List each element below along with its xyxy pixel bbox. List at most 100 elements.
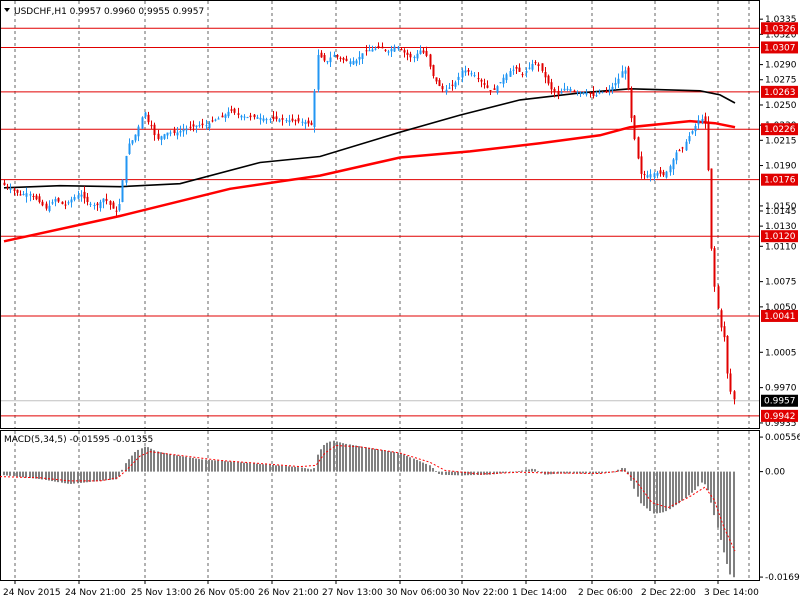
macd-histogram-bar xyxy=(105,471,107,481)
macd-histogram-bar xyxy=(726,471,728,564)
candle-body xyxy=(291,118,294,121)
macd-histogram-bar xyxy=(374,448,376,472)
candle-body xyxy=(681,147,684,149)
candle-body xyxy=(227,111,230,117)
candle-body xyxy=(630,88,633,119)
candle-body xyxy=(125,155,128,183)
candle-body xyxy=(697,120,700,125)
support-resistance-lines xyxy=(1,27,759,417)
macd-histogram-bar xyxy=(169,454,171,472)
candle-body xyxy=(569,89,572,91)
macd-histogram-bar xyxy=(77,471,79,484)
candle-body xyxy=(278,119,281,122)
macd-histogram-bar xyxy=(582,471,584,474)
macd-panel[interactable]: 0.00556 0.00 -0.01698 MACD(5,34,5) -0.0159… xyxy=(0,430,800,584)
macd-histogram-bar xyxy=(598,471,600,474)
candle-body xyxy=(374,48,377,50)
candle-body xyxy=(653,173,656,178)
candle-body xyxy=(473,75,476,77)
candle-body xyxy=(611,86,614,91)
candle-body xyxy=(240,115,243,118)
macd-histogram-bar xyxy=(182,456,184,472)
candle-body xyxy=(173,130,176,134)
current-price-box xyxy=(761,394,798,407)
candle-body xyxy=(361,53,364,59)
price-panel[interactable]: 1.03351.03201.02901.02751.02501.02301.02… xyxy=(0,0,799,429)
macd-histogram-bar xyxy=(38,471,40,479)
candle-body xyxy=(659,170,662,174)
macd-histogram-bar xyxy=(534,469,536,472)
macd-histogram-bar xyxy=(429,465,431,472)
macd-histogram-bar xyxy=(6,471,8,476)
price-tick-label: 1.0075 xyxy=(765,278,797,288)
macd-histogram-bar xyxy=(729,471,731,575)
macd-histogram-bar xyxy=(285,466,287,472)
macd-histogram-bar xyxy=(381,449,383,472)
candle-body xyxy=(486,85,489,88)
macd-histogram-bar xyxy=(701,471,703,483)
macd-histogram-bar xyxy=(589,471,591,474)
price-tick-label: 1.0005 xyxy=(765,348,797,358)
macd-histogram-bar xyxy=(515,471,517,473)
candle-body xyxy=(243,116,246,118)
macd-histogram-bar xyxy=(697,471,699,487)
dropdown-triangle-icon[interactable] xyxy=(4,8,10,12)
candle-body xyxy=(301,121,304,123)
candle-body xyxy=(621,71,624,78)
candle-body xyxy=(189,126,192,128)
macd-histogram-bar xyxy=(163,452,165,472)
candle-body xyxy=(480,79,483,82)
macd-histogram-bar xyxy=(518,471,520,472)
macd-histogram-bar xyxy=(99,471,101,481)
macd-histogram-bar xyxy=(64,471,66,484)
macd-histogram-bar xyxy=(288,466,290,472)
candle-body xyxy=(256,117,259,119)
candle-body xyxy=(403,50,406,53)
candle-body xyxy=(214,119,217,121)
chart-header[interactable]: USDCHF,H1 0.9957 0.9960 0.9955 0.9957 xyxy=(4,7,204,17)
candle-body xyxy=(339,57,342,59)
macd-histogram-bar xyxy=(550,471,552,475)
macd-histogram-bar xyxy=(633,471,635,489)
macd-histogram-bar xyxy=(243,462,245,472)
candle-body xyxy=(371,49,374,52)
candle-body xyxy=(729,373,732,392)
macd-histogram-bar xyxy=(118,471,120,477)
macd-histogram-bar xyxy=(272,465,274,472)
macd-histogram-bar xyxy=(249,463,251,472)
candle-body xyxy=(67,202,70,204)
candle-body xyxy=(483,83,486,85)
candle-body xyxy=(656,172,659,176)
candle-body xyxy=(118,204,121,211)
macd-histogram-bar xyxy=(653,471,655,514)
candle-body xyxy=(80,194,83,197)
candle-body xyxy=(633,115,636,140)
macd-histogram-bar xyxy=(61,471,63,483)
time-label: 25 Nov 13:00 xyxy=(131,588,192,598)
macd-histogram-bar xyxy=(720,471,722,540)
macd-histogram-bar xyxy=(221,460,223,472)
macd-histogram-bar xyxy=(733,471,735,578)
macd-histogram-bar xyxy=(48,471,50,481)
candle-body xyxy=(35,195,38,200)
level-price-box xyxy=(761,409,798,422)
candle-body xyxy=(627,67,630,90)
candle-body xyxy=(70,199,73,203)
macd-histogram-bar xyxy=(371,448,373,472)
candle-body xyxy=(499,82,502,84)
candle-body xyxy=(320,52,323,58)
macd-histogram-bar xyxy=(566,471,568,474)
candle-body xyxy=(195,125,198,127)
candle-body xyxy=(323,55,326,61)
macd-histogram-bar xyxy=(541,471,543,473)
macd-histogram-bar xyxy=(621,467,623,472)
macd-histogram-bar xyxy=(614,471,616,473)
candle-body xyxy=(352,60,355,65)
macd-histogram-bar xyxy=(29,471,31,478)
candle-body xyxy=(406,52,409,55)
price-panel-frame xyxy=(0,0,760,429)
level-price-box xyxy=(761,123,798,136)
macd-histogram-bar xyxy=(73,471,75,484)
level-price-box xyxy=(761,230,798,243)
